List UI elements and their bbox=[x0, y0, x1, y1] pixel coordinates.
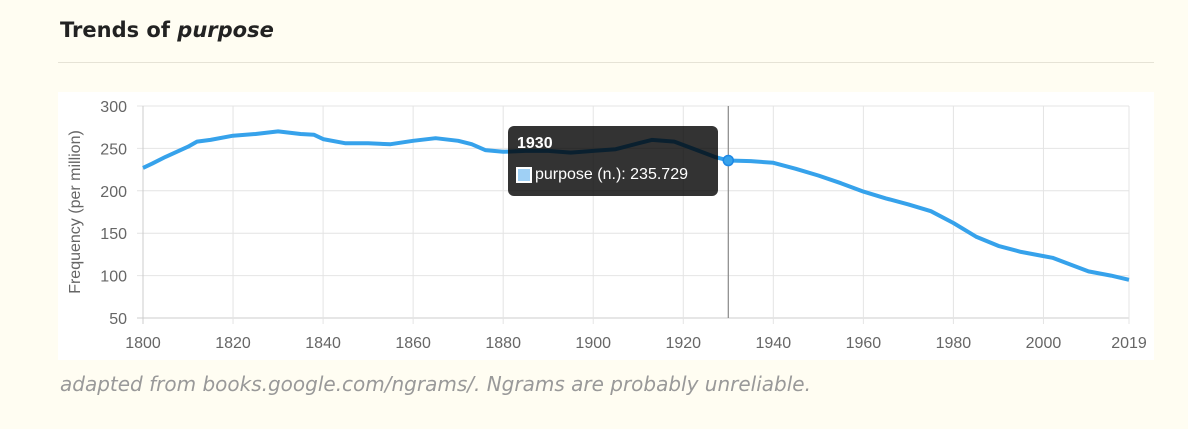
y-tick-label: 100 bbox=[100, 269, 127, 286]
legend-swatch bbox=[516, 167, 532, 183]
title-word: purpose bbox=[177, 18, 274, 42]
tooltip-year: 1930 bbox=[517, 135, 553, 152]
y-tick-label: 200 bbox=[100, 184, 127, 201]
y-tick-label: 300 bbox=[100, 99, 127, 116]
page-title: Trends of purpose bbox=[60, 18, 274, 42]
divider bbox=[58, 62, 1154, 63]
x-tick-label: 1800 bbox=[125, 335, 161, 352]
x-tick-label: 1900 bbox=[575, 335, 611, 352]
x-tick-label: 1940 bbox=[756, 335, 792, 352]
x-tick-label: 1980 bbox=[936, 335, 972, 352]
y-tick-label: 150 bbox=[100, 226, 127, 243]
y-tick-label: 50 bbox=[109, 311, 127, 328]
tooltip: 1930 purpose (n.): 235.729 bbox=[508, 126, 718, 196]
x-tick-label: 1880 bbox=[485, 335, 521, 352]
x-tick-label: 1960 bbox=[846, 335, 882, 352]
x-tick-label: 1860 bbox=[395, 335, 431, 352]
tooltip-value: purpose (n.): 235.729 bbox=[535, 166, 688, 183]
x-tick-label: 2019 bbox=[1111, 335, 1147, 352]
x-tick-label: 1920 bbox=[665, 335, 701, 352]
title-prefix: Trends of bbox=[60, 18, 170, 42]
x-tick-label: 1840 bbox=[305, 335, 341, 352]
caption: adapted from books.google.com/ngrams/. N… bbox=[60, 372, 811, 396]
hover-point bbox=[722, 154, 735, 167]
x-tick-label: 2000 bbox=[1026, 335, 1062, 352]
x-tick-label: 1820 bbox=[215, 335, 251, 352]
y-axis-label: Frequency (per million) bbox=[67, 130, 84, 294]
y-tick-label: 250 bbox=[100, 141, 127, 158]
